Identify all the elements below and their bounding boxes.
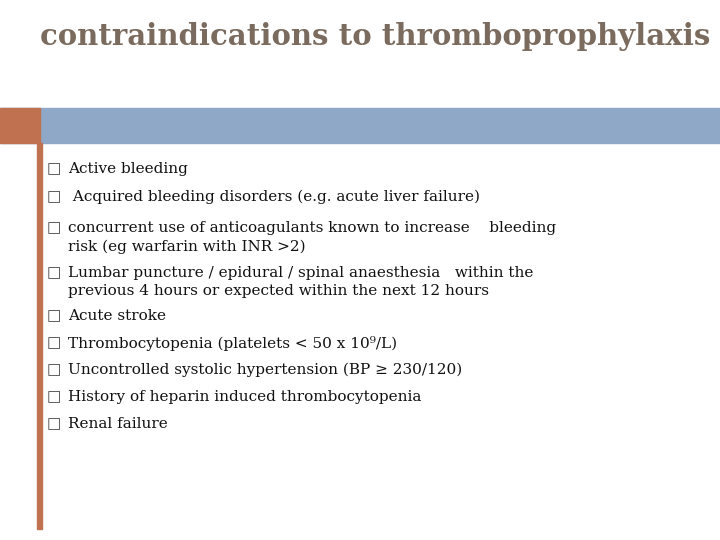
Text: History of heparin induced thrombocytopenia: History of heparin induced thrombocytope… [68,390,422,404]
Text: □: □ [47,390,61,404]
Bar [0,108,40,143]
Text: concurrent use of anticoagulants known to increase    bleeding
risk (eg warfarin: concurrent use of anticoagulants known t… [68,221,557,254]
Text: □: □ [47,363,61,377]
Text: contraindications to thromboprophylaxis: contraindications to thromboprophylaxis [40,22,710,51]
Text: □: □ [47,417,61,431]
Text: □: □ [47,162,61,176]
Text: Uncontrolled systolic hypertension (BP ≥ 230/120): Uncontrolled systolic hypertension (BP ≥… [68,363,463,377]
Text: Acquired bleeding disorders (e.g. acute liver failure): Acquired bleeding disorders (e.g. acute … [68,190,480,205]
Text: □: □ [47,266,61,280]
Text: Thrombocytopenia (platelets < 50 x 10⁹/L): Thrombocytopenia (platelets < 50 x 10⁹/L… [68,336,397,351]
Bar [37,143,42,529]
Text: Renal failure: Renal failure [68,417,168,431]
Text: □: □ [47,309,61,323]
Text: □: □ [47,221,61,235]
Text: □: □ [47,190,61,204]
Text: Acute stroke: Acute stroke [68,309,166,323]
Text: Lumbar puncture / epidural / spinal anaesthesia   within the
previous 4 hours or: Lumbar puncture / epidural / spinal anae… [68,266,534,298]
Text: □: □ [47,336,61,350]
Bar [0,108,720,143]
Text: Active bleeding: Active bleeding [68,162,188,176]
